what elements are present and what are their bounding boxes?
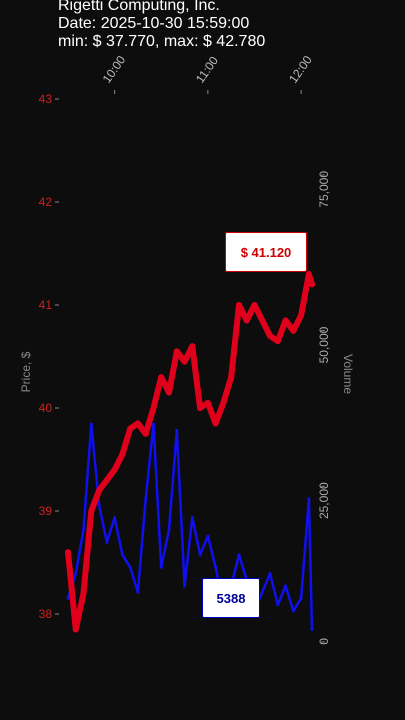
price-point bbox=[197, 405, 204, 411]
volume-point bbox=[97, 503, 101, 507]
volume-point bbox=[136, 590, 140, 594]
volume-line bbox=[66, 422, 314, 630]
volume-point bbox=[128, 565, 132, 569]
volume-point bbox=[113, 515, 117, 519]
price-point bbox=[119, 451, 126, 458]
volume-point bbox=[159, 565, 163, 569]
price-point bbox=[173, 348, 180, 355]
volume-point bbox=[144, 497, 148, 501]
price-point bbox=[274, 338, 281, 345]
price-point bbox=[251, 302, 258, 308]
volume-point bbox=[237, 553, 241, 557]
volume-point bbox=[105, 540, 109, 544]
price-point bbox=[65, 549, 71, 556]
company-name: Rigetti Computing, Inc. bbox=[58, 0, 220, 14]
price-tick-label: 42 bbox=[39, 195, 53, 209]
volume-axis: 0 25,000 50,000 75,000 bbox=[317, 171, 331, 645]
price-tick-label: 41 bbox=[39, 298, 53, 312]
volume-point bbox=[82, 528, 86, 532]
time-axis: 10:00 11:00 12:00 bbox=[100, 53, 315, 94]
last-price-label: $ 41.120 bbox=[225, 232, 307, 272]
price-point bbox=[220, 399, 227, 406]
price-point bbox=[290, 327, 297, 334]
volume-tick-label: 75,000 bbox=[317, 171, 331, 208]
price-point bbox=[80, 590, 87, 597]
price-point bbox=[282, 317, 289, 324]
volume-axis-label: Volume bbox=[341, 354, 355, 394]
price-point bbox=[166, 389, 173, 396]
price-point bbox=[88, 508, 95, 514]
volume-point bbox=[307, 497, 311, 501]
price-axis-label: Price, $ bbox=[19, 351, 33, 392]
last-volume-label: 5388 bbox=[202, 578, 260, 618]
price-point bbox=[228, 374, 235, 381]
price-point bbox=[243, 317, 250, 324]
price-point bbox=[158, 374, 165, 381]
volume-tick-label: 50,000 bbox=[317, 326, 331, 363]
date-line: Date: 2025-10-30 15:59:00 bbox=[58, 15, 250, 32]
chart-header: Rigetti Computing, Inc. Date: 2025-10-30… bbox=[58, 0, 265, 51]
price-point bbox=[309, 281, 315, 288]
volume-point bbox=[175, 428, 179, 432]
price-tick-label: 43 bbox=[39, 92, 53, 106]
volume-point bbox=[310, 628, 314, 632]
price-point bbox=[72, 626, 79, 633]
volume-point bbox=[268, 572, 272, 576]
price-tick-label: 40 bbox=[39, 401, 53, 415]
volume-point bbox=[198, 553, 202, 557]
volume-point bbox=[66, 596, 70, 600]
price-point bbox=[235, 302, 242, 308]
price-point bbox=[305, 271, 312, 278]
price-point bbox=[134, 420, 141, 427]
price-series bbox=[65, 271, 315, 633]
price-point bbox=[127, 425, 134, 432]
price-point bbox=[96, 487, 103, 494]
volume-point bbox=[260, 590, 264, 594]
price-line bbox=[65, 271, 315, 633]
volume-tick-label: 0 bbox=[317, 638, 331, 645]
volume-point bbox=[190, 515, 194, 519]
volume-tick-label: 25,000 bbox=[317, 482, 331, 519]
volume-point bbox=[74, 572, 78, 576]
volume-point bbox=[214, 565, 218, 569]
volume-point bbox=[89, 422, 93, 426]
price-point bbox=[259, 317, 266, 324]
price-point bbox=[267, 332, 274, 339]
price-tick-label: 39 bbox=[39, 504, 53, 518]
volume-point bbox=[167, 528, 171, 532]
price-point bbox=[103, 477, 110, 484]
price-point bbox=[181, 358, 188, 365]
price-tick-label: 38 bbox=[39, 607, 53, 621]
volume-point bbox=[276, 603, 280, 607]
volume-point bbox=[183, 584, 187, 588]
volume-point bbox=[151, 422, 155, 426]
volume-point bbox=[299, 596, 303, 600]
price-point bbox=[150, 405, 157, 411]
price-point bbox=[111, 466, 118, 473]
price-point bbox=[298, 312, 305, 319]
time-tick-label: 12:00 bbox=[286, 53, 315, 86]
price-point bbox=[212, 420, 219, 427]
price-axis: 38 39 40 41 42 43 bbox=[39, 92, 59, 621]
range-line: min: $ 37.770, max: $ 42.780 bbox=[58, 33, 266, 50]
price-point bbox=[204, 399, 211, 406]
volume-series bbox=[66, 422, 314, 632]
volume-point bbox=[284, 584, 288, 588]
price-point bbox=[142, 430, 149, 437]
time-tick-label: 10:00 bbox=[100, 53, 129, 86]
volume-point bbox=[120, 553, 124, 557]
volume-point bbox=[206, 534, 210, 538]
price-point bbox=[189, 343, 196, 350]
time-tick-label: 11:00 bbox=[193, 54, 221, 86]
volume-point bbox=[291, 609, 295, 613]
